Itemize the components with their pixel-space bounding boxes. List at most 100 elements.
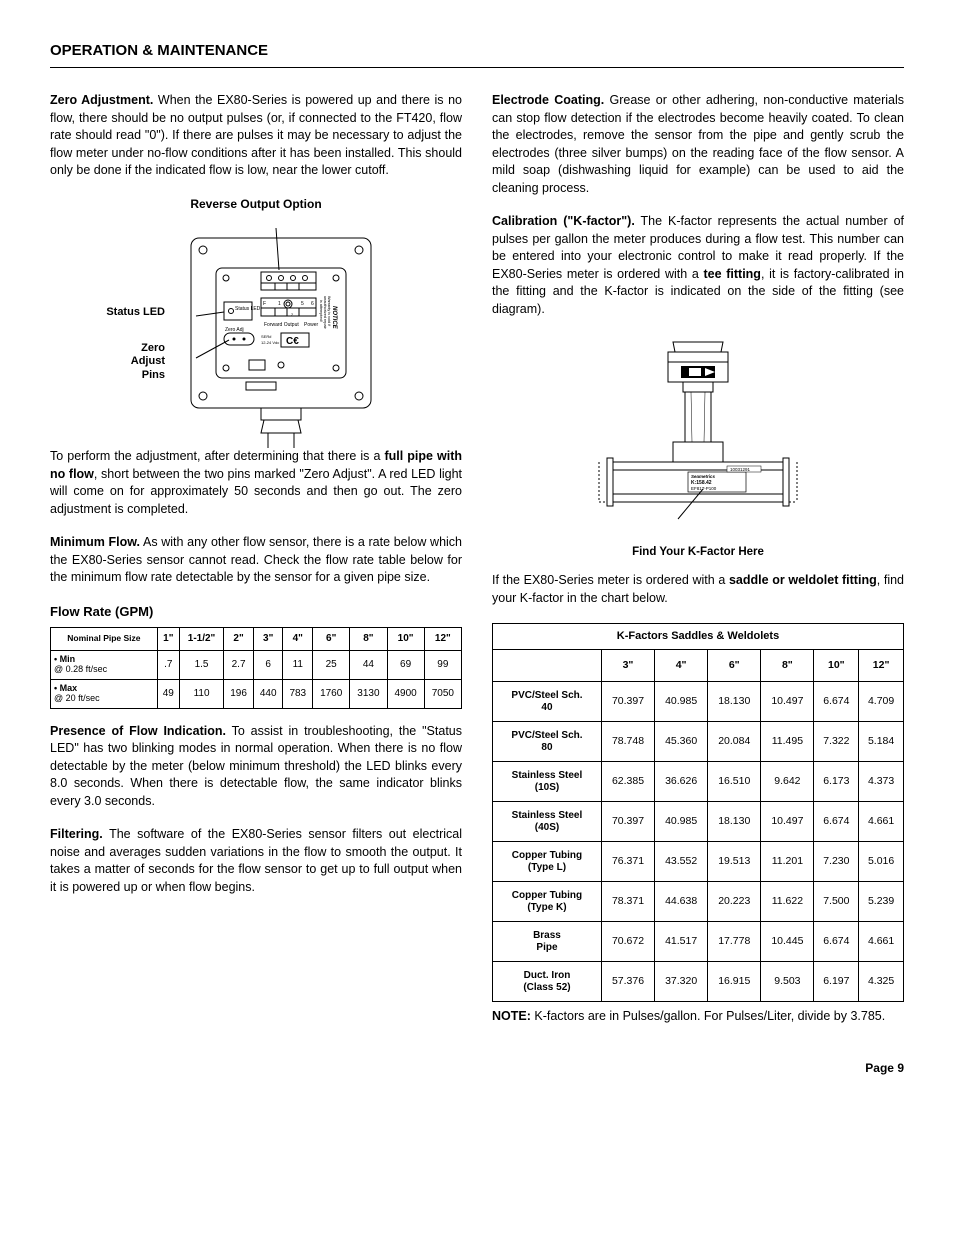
svg-text:Zero Adj: Zero Adj	[225, 327, 244, 333]
kf-cell: 10.497	[761, 682, 814, 722]
find-k-factor-label: Find Your K-Factor Here	[492, 544, 904, 560]
kf-size-header: 12"	[859, 650, 904, 682]
kf-row-label: Copper Tubing(Type K)	[493, 882, 602, 922]
saddle-bold: saddle or weldolet fitting	[729, 573, 877, 587]
flow-row-label: • Min@ 0.28 ft/sec	[51, 650, 158, 679]
flow-cell: 6	[253, 650, 283, 679]
kf-cell: 20.084	[708, 722, 761, 762]
kf-cell: 20.223	[708, 882, 761, 922]
kf-cell: 16.510	[708, 762, 761, 802]
flow-size-header: 1-1/2"	[179, 627, 223, 650]
kf-cell: 70.672	[601, 922, 654, 962]
svg-text:Status LED: Status LED	[235, 306, 261, 312]
filtering-paragraph: Filtering. The software of the EX80-Seri…	[50, 826, 462, 896]
flow-size-header: 8"	[350, 627, 387, 650]
zero-adjustment-paragraph: Zero Adjustment. When the EX80-Series is…	[50, 92, 462, 180]
filtering-text: The software of the EX80-Series sensor f…	[50, 827, 462, 894]
device-diagram: Status LED F 1 2 Forward Output Power 5 …	[121, 218, 391, 448]
note-paragraph: NOTE: K-factors are in Pulses/gallon. Fo…	[492, 1008, 904, 1026]
kf-cell: 6.674	[814, 682, 859, 722]
flow-cell: 3130	[350, 679, 387, 708]
kf-cell: 4.661	[859, 802, 904, 842]
kf-row-label: Stainless Steel(40S)	[493, 802, 602, 842]
electrode-heading: Electrode Coating.	[492, 93, 604, 107]
saddle-paragraph: If the EX80-Series meter is ordered with…	[492, 572, 904, 607]
kf-row-label: BrassPipe	[493, 922, 602, 962]
svg-text:1: 1	[278, 301, 281, 307]
kf-cell: 57.376	[601, 962, 654, 1002]
perform-adjustment-paragraph: To perform the adjustment, after determi…	[50, 448, 462, 518]
minimum-flow-paragraph: Minimum Flow. As with any other flow sen…	[50, 534, 462, 587]
kf-cell: 19.513	[708, 842, 761, 882]
flow-cell: .7	[157, 650, 179, 679]
svg-text:12-24 Vdc: 12-24 Vdc	[261, 340, 279, 345]
kf-cell: 17.778	[708, 922, 761, 962]
presence-heading: Presence of Flow Indication.	[50, 724, 226, 738]
kf-cell: 5.016	[859, 842, 904, 882]
electrode-text: Grease or other adhering, non-conductive…	[492, 93, 904, 195]
kf-row-label: Duct. Iron(Class 52)	[493, 962, 602, 1002]
kf-cell: 43.552	[655, 842, 708, 882]
kf-cell: 76.371	[601, 842, 654, 882]
perform-text-b: , short between the two pins marked "Zer…	[50, 467, 462, 516]
kf-cell: 4.709	[859, 682, 904, 722]
flow-size-header: 12"	[424, 627, 461, 650]
zero-adjustment-heading: Zero Adjustment.	[50, 93, 153, 107]
device-diagram-wrap: Status LED Zero Adjust Pins	[50, 218, 462, 448]
kf-row-label: Copper Tubing(Type L)	[493, 842, 602, 882]
kf-cell: 36.626	[655, 762, 708, 802]
flow-cell: 44	[350, 650, 387, 679]
svg-text:SER#: SER#	[261, 334, 272, 339]
kf-cell: 11.622	[761, 882, 814, 922]
flow-cell: 440	[253, 679, 283, 708]
kf-cell: 78.371	[601, 882, 654, 922]
kf-cell: 70.397	[601, 802, 654, 842]
kf-cell: 4.325	[859, 962, 904, 1002]
kf-cell: 40.985	[655, 802, 708, 842]
svg-text:5: 5	[301, 301, 304, 307]
presence-paragraph: Presence of Flow Indication. To assist i…	[50, 723, 462, 811]
kf-cell: 40.985	[655, 682, 708, 722]
flow-cell: 49	[157, 679, 179, 708]
filtering-heading: Filtering.	[50, 827, 103, 841]
flow-size-header: 3"	[253, 627, 283, 650]
kf-cell: 5.184	[859, 722, 904, 762]
kf-cell: 6.674	[814, 802, 859, 842]
kf-cell: 44.638	[655, 882, 708, 922]
kf-cell: 16.915	[708, 962, 761, 1002]
kf-cell: 18.130	[708, 802, 761, 842]
status-led-label: Status LED	[105, 306, 165, 319]
kf-cell: 9.503	[761, 962, 814, 1002]
flow-size-header: 1"	[157, 627, 179, 650]
flow-cell: 7050	[424, 679, 461, 708]
kf-cell: 45.360	[655, 722, 708, 762]
kf-size-header: 3"	[601, 650, 654, 682]
flow-row-label: • Max@ 20 ft/sec	[51, 679, 158, 708]
flow-rate-table: Nominal Pipe Size 1"1-1/2"2"3"4"6"8"10"1…	[50, 627, 462, 709]
svg-text:Forward Output: Forward Output	[264, 322, 299, 328]
calibration-paragraph: Calibration ("K-factor"). The K-factor r…	[492, 213, 904, 318]
perform-text-a: To perform the adjustment, after determi…	[50, 449, 384, 463]
flow-cell: 99	[424, 650, 461, 679]
tee-fitting-bold: tee fitting	[703, 267, 760, 281]
kf-row-label: PVC/Steel Sch.80	[493, 722, 602, 762]
flow-cell: 110	[179, 679, 223, 708]
svg-text:EF81T-P100: EF81T-P100	[691, 486, 717, 491]
kf-size-header: 10"	[814, 650, 859, 682]
flow-size-header: 4"	[283, 627, 313, 650]
kf-row-label: PVC/Steel Sch.40	[493, 682, 602, 722]
kf-cell: 70.397	[601, 682, 654, 722]
kf-cell: 6.173	[814, 762, 859, 802]
flow-cell: 4900	[387, 679, 424, 708]
kf-cell: 11.201	[761, 842, 814, 882]
page-number: Page 9	[50, 1060, 904, 1077]
flow-cell: 1.5	[179, 650, 223, 679]
svg-text:10031291: 10031291	[730, 467, 751, 472]
svg-text:F: F	[263, 301, 266, 307]
flow-cell: 11	[283, 650, 313, 679]
section-title: OPERATION & MAINTENANCE	[50, 40, 904, 68]
kf-cell: 7.500	[814, 882, 859, 922]
calibration-heading: Calibration ("K-factor").	[492, 214, 635, 228]
k-factor-table: K-Factors Saddles & Weldolets 3"4"6"8"10…	[492, 623, 904, 1002]
right-column: Electrode Coating. Grease or other adher…	[492, 92, 904, 1042]
